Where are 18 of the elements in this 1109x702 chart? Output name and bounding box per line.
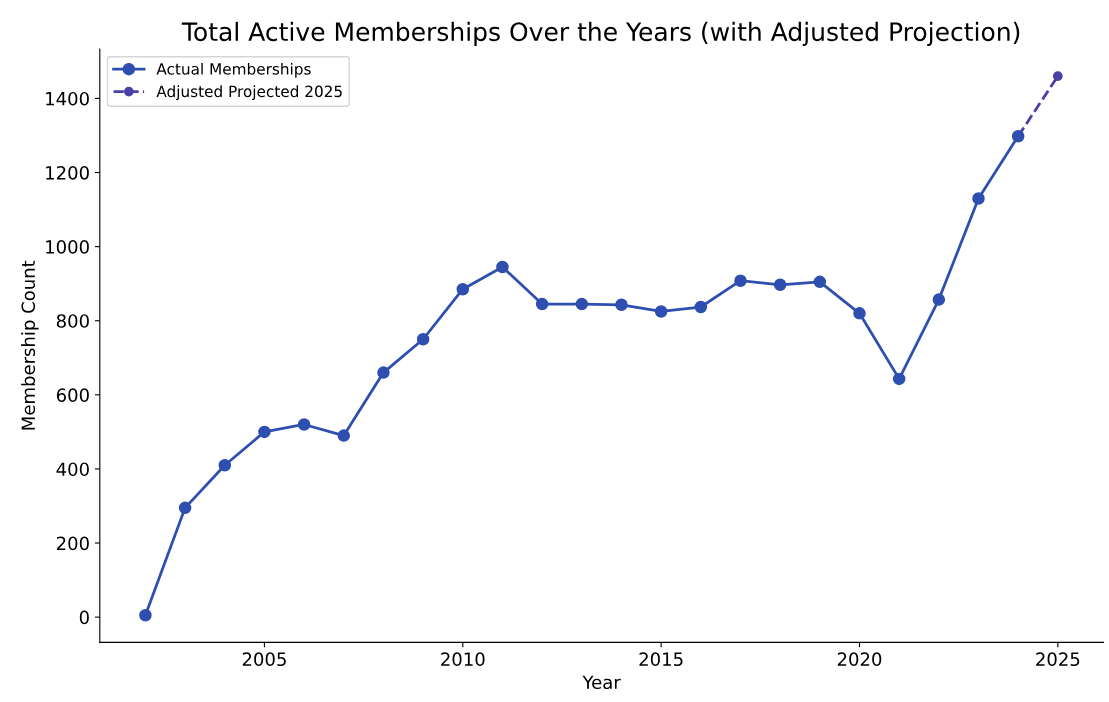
y-tick-label: 1200 bbox=[46, 165, 89, 180]
y-tick-label: 1400 bbox=[46, 91, 89, 106]
x-tick-label: 2025 bbox=[1036, 652, 1080, 667]
x-tick-label: 2015 bbox=[639, 652, 683, 667]
x-tick-label: 2005 bbox=[242, 652, 286, 667]
y-tick-label: 200 bbox=[56, 536, 89, 551]
legend-label: Actual Memberships bbox=[156, 62, 311, 78]
y-tick-label: 1000 bbox=[46, 240, 89, 254]
x-axis-title: Year bbox=[582, 675, 621, 690]
x-tick-label: 2020 bbox=[837, 652, 882, 667]
legend-label: Adjusted Projected 2025 bbox=[156, 85, 342, 101]
chart-title: Total Active Memberships Over the Years (with Adjusted Projection) bbox=[181, 21, 1020, 47]
y-tick-label: 600 bbox=[56, 388, 89, 402]
y-axis-title: Membership Count bbox=[21, 260, 39, 430]
y-tick-label: 0 bbox=[79, 610, 89, 625]
y-tick-label: 800 bbox=[56, 314, 89, 328]
x-tick-label: 2010 bbox=[441, 652, 485, 667]
y-tick-label: 400 bbox=[56, 462, 89, 477]
